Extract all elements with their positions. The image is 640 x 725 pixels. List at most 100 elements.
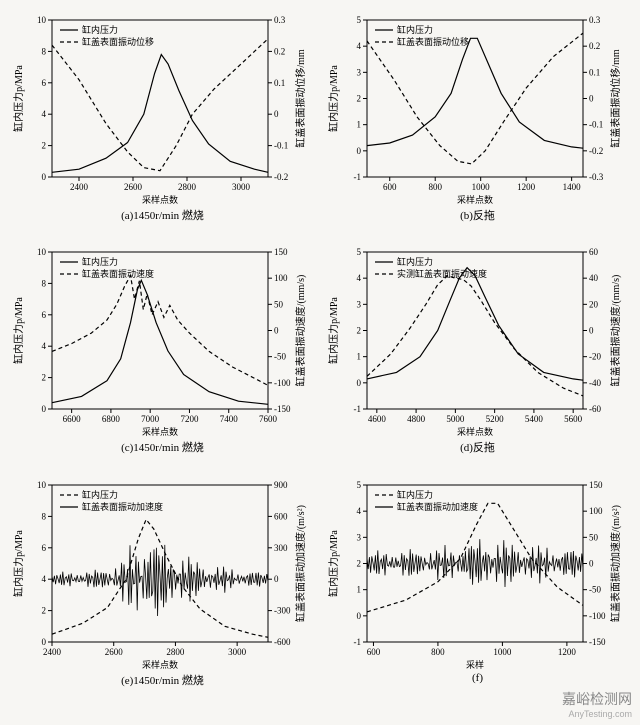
ylabel-right: 缸盖表面振动加速度/(m/s²) [294, 505, 307, 622]
svg-text:缸内压力: 缸内压力 [397, 256, 433, 267]
svg-text:6: 6 [42, 78, 47, 88]
svg-text:4: 4 [357, 273, 362, 283]
ylabel-right: 缸盖表面振动速度/(mm/s) [294, 275, 307, 387]
caption-c: (c)1450r/min 燃烧 [10, 439, 315, 455]
svg-text:缸内压力: 缸内压力 [82, 489, 118, 500]
svg-text:8: 8 [42, 279, 47, 289]
svg-text:5000: 5000 [446, 414, 465, 424]
svg-text:1000: 1000 [472, 182, 491, 192]
svg-text:2400: 2400 [43, 647, 62, 657]
svg-text:-0.2: -0.2 [274, 172, 288, 182]
svg-text:150: 150 [274, 247, 288, 257]
xlabel: 采样点数 [457, 194, 493, 205]
ylabel-right: 缸盖表面振动位移/mm [294, 49, 307, 148]
svg-text:0: 0 [589, 558, 594, 568]
svg-text:0: 0 [589, 94, 594, 104]
xlabel: 采样点数 [142, 426, 178, 437]
svg-text:实测缸盖表面振动速度: 实测缸盖表面振动速度 [397, 268, 487, 279]
svg-text:600: 600 [274, 511, 288, 521]
svg-text:0: 0 [357, 378, 362, 388]
svg-text:-20: -20 [589, 352, 601, 362]
svg-text:0: 0 [42, 172, 47, 182]
svg-text:0: 0 [589, 326, 594, 336]
svg-text:150: 150 [589, 480, 603, 490]
svg-text:0: 0 [274, 109, 279, 119]
caption-b: (b)反拖 [325, 207, 630, 223]
svg-text:2: 2 [42, 373, 47, 383]
secondary-series [367, 276, 583, 396]
svg-text:6: 6 [42, 310, 47, 320]
svg-text:10: 10 [37, 480, 47, 490]
svg-text:缸内压力: 缸内压力 [397, 489, 433, 500]
svg-text:7000: 7000 [141, 414, 160, 424]
svg-text:8: 8 [42, 511, 47, 521]
svg-text:1: 1 [357, 120, 362, 130]
pressure-series [367, 38, 583, 148]
svg-text:-40: -40 [589, 378, 601, 388]
svg-text:6800: 6800 [102, 414, 121, 424]
svg-text:4: 4 [42, 342, 47, 352]
svg-text:2: 2 [42, 141, 47, 151]
pressure-series [52, 55, 268, 173]
svg-text:-600: -600 [274, 637, 291, 647]
ylabel-left: 缸内压力p/MPa [327, 297, 340, 364]
svg-text:2: 2 [357, 94, 362, 104]
xlabel: 采样点数 [142, 194, 178, 205]
svg-text:1: 1 [357, 584, 362, 594]
ylabel-right: 缸盖表面振动速度/(mm/s) [609, 275, 622, 387]
svg-text:60: 60 [589, 247, 599, 257]
svg-text:-150: -150 [274, 404, 291, 414]
svg-text:-60: -60 [589, 404, 601, 414]
svg-text:缸内压力: 缸内压力 [82, 256, 118, 267]
watermark-text: 嘉峪检测网 [562, 691, 632, 707]
svg-text:2: 2 [357, 558, 362, 568]
svg-text:-50: -50 [274, 352, 286, 362]
svg-text:-1: -1 [354, 637, 362, 647]
xlabel: 采样 [466, 659, 484, 670]
svg-text:0.1: 0.1 [589, 67, 600, 77]
svg-text:20: 20 [589, 300, 599, 310]
svg-text:0.2: 0.2 [589, 41, 600, 51]
svg-text:0: 0 [42, 404, 47, 414]
pressure-series [367, 268, 583, 381]
svg-text:-50: -50 [589, 584, 601, 594]
xlabel: 采样点数 [457, 426, 493, 437]
svg-text:1400: 1400 [563, 182, 582, 192]
svg-text:2800: 2800 [166, 647, 185, 657]
svg-text:800: 800 [428, 182, 442, 192]
accel-series [52, 545, 268, 616]
ylabel-left: 缸内压力p/MPa [12, 297, 25, 364]
svg-text:-100: -100 [589, 610, 606, 620]
svg-text:5400: 5400 [525, 414, 544, 424]
ylabel-left: 缸内压力p/MPa [12, 529, 25, 596]
chart-e: 24002600280030000246810-600-300030060090… [10, 475, 310, 670]
svg-text:2800: 2800 [178, 182, 197, 192]
watermark: 嘉峪检测网 AnyTesting.com [562, 689, 632, 719]
panel-f: 60080010001200-1012345-150-100-500501001… [325, 475, 630, 695]
svg-text:300: 300 [274, 542, 288, 552]
caption-a: (a)1450r/min 燃烧 [10, 207, 315, 223]
caption-f: (f) [325, 672, 630, 684]
svg-text:2400: 2400 [70, 182, 89, 192]
svg-text:缸盖表面振动加速度: 缸盖表面振动加速度 [82, 501, 163, 512]
ylabel-right: 缸盖表面振动加速度/(m/s²) [609, 505, 622, 622]
svg-text:0.1: 0.1 [274, 78, 285, 88]
svg-text:0: 0 [357, 610, 362, 620]
svg-text:4800: 4800 [407, 414, 426, 424]
svg-text:5: 5 [357, 480, 362, 490]
svg-text:-150: -150 [589, 637, 606, 647]
ylabel-left: 缸内压力p/MPa [327, 65, 340, 132]
caption-d: (d)反拖 [325, 439, 630, 455]
svg-text:4: 4 [357, 506, 362, 516]
svg-text:缸盖表面振动加速度: 缸盖表面振动加速度 [397, 501, 478, 512]
xlabel: 采样点数 [142, 659, 178, 670]
svg-text:4600: 4600 [368, 414, 387, 424]
svg-text:-300: -300 [274, 605, 291, 615]
svg-text:600: 600 [367, 647, 381, 657]
svg-text:50: 50 [274, 300, 284, 310]
svg-text:4: 4 [357, 41, 362, 51]
svg-text:1200: 1200 [558, 647, 577, 657]
legend: 缸内压力缸盖表面振动速度 [60, 256, 154, 279]
svg-text:3000: 3000 [228, 647, 247, 657]
svg-text:0.3: 0.3 [274, 15, 286, 25]
